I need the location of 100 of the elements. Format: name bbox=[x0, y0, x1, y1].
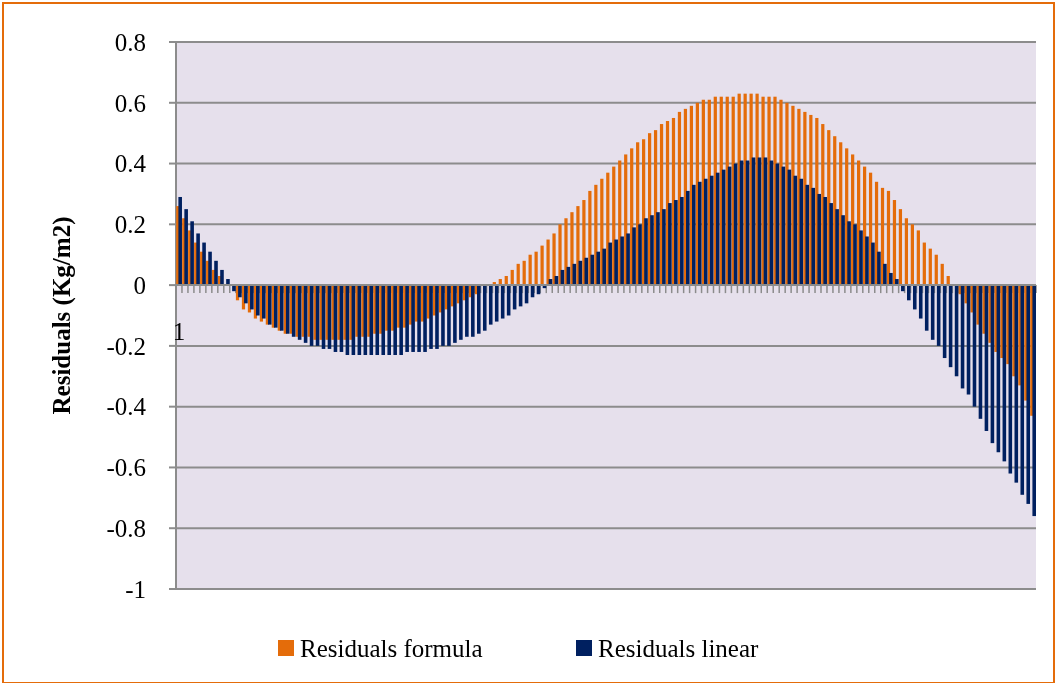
bar bbox=[662, 209, 666, 286]
bar bbox=[680, 196, 684, 286]
bar bbox=[196, 233, 200, 286]
bar bbox=[423, 285, 427, 352]
bar bbox=[853, 224, 857, 286]
y-tick-label: -0.2 bbox=[106, 332, 146, 360]
bar bbox=[220, 269, 224, 286]
bar bbox=[892, 200, 897, 286]
bar bbox=[564, 218, 568, 286]
bar bbox=[202, 242, 206, 286]
bar bbox=[214, 260, 218, 286]
bar bbox=[904, 218, 909, 286]
bar bbox=[709, 175, 714, 286]
bar bbox=[488, 285, 493, 325]
bar bbox=[895, 279, 899, 286]
bar bbox=[190, 221, 194, 286]
bar bbox=[898, 209, 903, 286]
legend-label: Residuals linear bbox=[598, 634, 760, 662]
bar bbox=[596, 251, 601, 286]
bar bbox=[602, 248, 606, 286]
bar bbox=[614, 239, 618, 286]
bar bbox=[226, 279, 230, 286]
bar bbox=[686, 190, 690, 286]
y-tick-label: -0.6 bbox=[106, 454, 146, 482]
bar bbox=[656, 212, 660, 286]
bar bbox=[387, 285, 391, 356]
bar bbox=[620, 236, 624, 286]
bar bbox=[459, 285, 463, 340]
bar bbox=[184, 209, 188, 286]
bar bbox=[381, 285, 386, 356]
bar bbox=[447, 285, 451, 346]
bar bbox=[558, 224, 562, 286]
bar bbox=[1026, 285, 1031, 504]
bar bbox=[1020, 285, 1025, 495]
bar bbox=[375, 285, 380, 356]
bar bbox=[841, 215, 845, 286]
bar bbox=[805, 184, 810, 286]
y-tick-label: -0.8 bbox=[106, 514, 146, 542]
bar bbox=[871, 242, 875, 286]
y-tick-label: 0.8 bbox=[114, 28, 146, 56]
bar bbox=[435, 285, 439, 349]
bar bbox=[817, 193, 821, 286]
bar bbox=[405, 285, 409, 352]
bar bbox=[638, 224, 642, 286]
bar bbox=[811, 187, 816, 286]
bar bbox=[494, 285, 499, 322]
bar bbox=[847, 221, 851, 286]
bar bbox=[482, 285, 487, 331]
y-tick-label: 0 bbox=[133, 271, 146, 299]
bar bbox=[576, 206, 580, 286]
bar bbox=[477, 285, 481, 334]
bar bbox=[916, 230, 920, 286]
bar bbox=[429, 285, 433, 349]
bar bbox=[244, 285, 248, 304]
bar bbox=[626, 233, 630, 286]
bar bbox=[650, 215, 654, 286]
x-tick-label: 1 bbox=[172, 318, 186, 346]
bar bbox=[453, 285, 457, 343]
bar bbox=[441, 285, 445, 346]
y-tick-label: 0.2 bbox=[114, 211, 146, 239]
bar bbox=[208, 251, 212, 286]
legend-label: Residuals formula bbox=[300, 634, 483, 662]
bar bbox=[546, 239, 550, 286]
bar bbox=[877, 251, 881, 286]
bar bbox=[399, 285, 403, 356]
bar bbox=[552, 233, 556, 286]
bar bbox=[910, 224, 914, 286]
bar bbox=[393, 285, 397, 356]
bar bbox=[823, 196, 827, 286]
bar bbox=[692, 184, 696, 286]
bar bbox=[889, 272, 893, 286]
bar bbox=[570, 212, 574, 286]
bar bbox=[907, 285, 911, 301]
bar bbox=[918, 285, 923, 319]
bar bbox=[912, 285, 917, 310]
y-tick-label: 0.6 bbox=[114, 89, 146, 117]
bar bbox=[883, 263, 887, 286]
bar bbox=[590, 254, 595, 286]
bar bbox=[865, 236, 869, 286]
y-tick-label: -1 bbox=[125, 575, 146, 603]
y-tick-label: 0.4 bbox=[114, 150, 147, 178]
bar bbox=[668, 203, 672, 286]
bar bbox=[178, 196, 182, 286]
bar bbox=[632, 227, 636, 286]
bar bbox=[644, 218, 648, 286]
bar bbox=[697, 181, 702, 286]
bar bbox=[674, 200, 678, 286]
bar bbox=[835, 209, 839, 286]
bar bbox=[582, 200, 586, 286]
bar bbox=[471, 285, 475, 337]
bar bbox=[417, 285, 421, 352]
bar bbox=[703, 178, 708, 286]
bar bbox=[465, 285, 469, 337]
y-axis-title: Residuals (Kg/m2) bbox=[48, 216, 76, 415]
bar bbox=[411, 285, 415, 352]
bar bbox=[1032, 285, 1036, 517]
bar bbox=[608, 242, 612, 286]
bar bbox=[924, 285, 929, 331]
bar bbox=[922, 242, 926, 286]
bar bbox=[540, 245, 544, 286]
